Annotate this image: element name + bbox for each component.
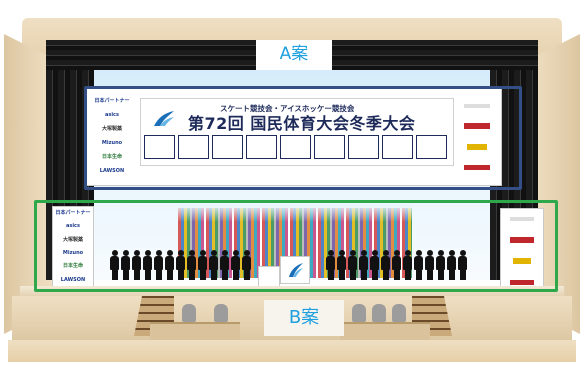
athlete-figure bbox=[220, 250, 229, 280]
guest-figure bbox=[352, 304, 366, 322]
emblem-icon bbox=[289, 263, 303, 277]
athlete-figure bbox=[154, 250, 163, 280]
event-title: 第72回 国民体育大会冬季大会 bbox=[188, 114, 416, 133]
sponsor-label: Mizuno bbox=[101, 139, 123, 146]
side-wall-left bbox=[4, 34, 52, 334]
athlete-figure bbox=[132, 250, 141, 280]
sponsor-label: Mizuno bbox=[62, 250, 84, 257]
flags-fade bbox=[178, 204, 412, 222]
athlete-figure bbox=[359, 250, 368, 280]
name-plate bbox=[144, 135, 175, 159]
hall-floor bbox=[8, 340, 576, 362]
sponsor-label: LAWSON bbox=[99, 167, 125, 174]
sponsor-label: 日本生命 bbox=[62, 263, 83, 270]
athlete-figure bbox=[337, 250, 346, 280]
guest-figure bbox=[392, 304, 406, 322]
athlete-line bbox=[104, 244, 480, 280]
athlete-figure bbox=[403, 250, 412, 280]
athlete-figure bbox=[458, 250, 467, 280]
athlete-figure bbox=[447, 250, 456, 280]
name-plate bbox=[314, 135, 345, 159]
guest-table-left bbox=[150, 322, 240, 340]
name-plate bbox=[178, 135, 209, 159]
guest-table-right bbox=[340, 322, 430, 340]
name-plate bbox=[416, 135, 447, 159]
athlete-figure bbox=[209, 250, 218, 280]
athlete-figure bbox=[198, 250, 207, 280]
name-plate bbox=[212, 135, 243, 159]
athlete-figure bbox=[414, 250, 423, 280]
plan-a-label: A案 bbox=[256, 40, 332, 70]
guest-figure bbox=[372, 304, 386, 322]
guest-figure bbox=[182, 304, 196, 322]
athlete-figure bbox=[143, 250, 152, 280]
sponsor-label: 日本パートナー bbox=[55, 210, 91, 217]
sponsor-label: 大塚製薬 bbox=[101, 125, 122, 132]
athlete-figure bbox=[348, 250, 357, 280]
lower-sponsor-board-right bbox=[500, 208, 544, 294]
plan-a-frame bbox=[84, 86, 522, 190]
athlete-figure bbox=[392, 250, 401, 280]
guest-figure bbox=[214, 304, 228, 322]
athlete-figure bbox=[176, 250, 185, 280]
athlete-figure bbox=[242, 250, 251, 280]
plan-b-label: B案 bbox=[264, 300, 344, 336]
athlete-figure bbox=[187, 250, 196, 280]
sponsor-label: 日本パートナー bbox=[94, 97, 130, 104]
athlete-figure bbox=[425, 250, 434, 280]
sponsor-label: asics bbox=[104, 111, 119, 118]
upper-sponsor-board-right bbox=[458, 96, 496, 178]
athlete-figure bbox=[110, 250, 119, 280]
sponsor-label: 日本生命 bbox=[101, 153, 122, 160]
event-logo-icon bbox=[154, 111, 174, 126]
athlete-figure bbox=[370, 250, 379, 280]
name-plate bbox=[348, 135, 379, 159]
athlete-figure bbox=[231, 250, 240, 280]
athlete-figure bbox=[436, 250, 445, 280]
athlete-figure bbox=[165, 250, 174, 280]
sponsor-label: 大塚製薬 bbox=[62, 236, 83, 243]
athlete-figure bbox=[121, 250, 130, 280]
sponsor-label: LAWSON bbox=[60, 276, 86, 283]
sponsor-label: asics bbox=[65, 223, 80, 230]
upper-sponsor-board-left: 日本パートナー asics 大塚製薬 Mizuno 日本生命 LAWSON bbox=[92, 94, 132, 178]
event-subtitle: スケート競技会・アイスホッケー競技会 bbox=[220, 104, 355, 113]
emblem-board bbox=[280, 256, 310, 284]
name-plate bbox=[382, 135, 413, 159]
plan-b-frame bbox=[34, 200, 558, 292]
athlete-figure bbox=[326, 250, 335, 280]
name-plate bbox=[246, 135, 277, 159]
lower-sponsor-board-left: 日本パートナー asics 大塚製薬 Mizuno 日本生命 LAWSON bbox=[52, 206, 94, 288]
athlete-figure bbox=[381, 250, 390, 280]
name-plate bbox=[280, 135, 311, 159]
